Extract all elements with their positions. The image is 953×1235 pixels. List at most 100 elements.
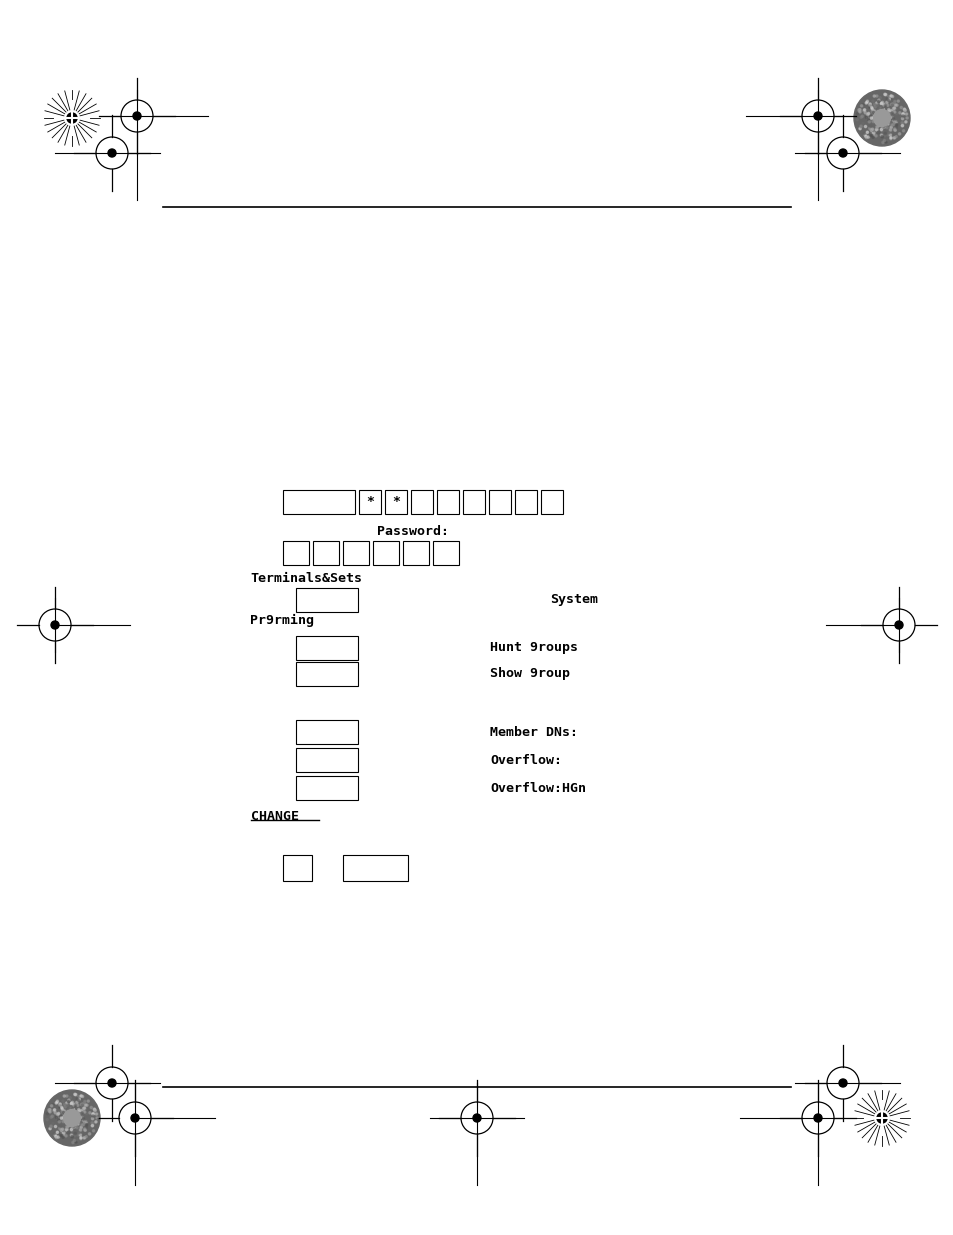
Circle shape — [73, 1103, 75, 1105]
Circle shape — [51, 1104, 54, 1105]
Circle shape — [863, 126, 865, 127]
Circle shape — [889, 104, 892, 106]
Circle shape — [900, 122, 902, 124]
Circle shape — [881, 120, 882, 122]
Circle shape — [83, 1118, 85, 1120]
Text: Overflow:: Overflow: — [490, 753, 561, 767]
Circle shape — [76, 1104, 79, 1107]
Circle shape — [880, 103, 882, 105]
Circle shape — [872, 110, 874, 112]
Circle shape — [71, 1141, 74, 1144]
Circle shape — [884, 141, 886, 143]
Circle shape — [883, 116, 886, 117]
Circle shape — [77, 1095, 79, 1098]
Circle shape — [883, 116, 885, 119]
Circle shape — [61, 1128, 64, 1130]
Circle shape — [878, 120, 881, 122]
Circle shape — [62, 1100, 64, 1102]
Circle shape — [864, 116, 867, 119]
Circle shape — [882, 116, 885, 119]
Circle shape — [67, 1100, 70, 1103]
Circle shape — [44, 90, 100, 146]
Circle shape — [59, 1107, 61, 1109]
Circle shape — [868, 125, 871, 127]
Circle shape — [70, 1128, 71, 1130]
Circle shape — [893, 132, 895, 135]
Circle shape — [61, 1107, 63, 1109]
Circle shape — [58, 1120, 60, 1123]
Circle shape — [891, 107, 894, 110]
Circle shape — [813, 1114, 821, 1123]
Circle shape — [81, 1116, 84, 1119]
Circle shape — [882, 104, 884, 106]
Circle shape — [863, 111, 865, 114]
Circle shape — [71, 1128, 73, 1130]
Circle shape — [885, 126, 887, 128]
Circle shape — [66, 1121, 69, 1124]
Circle shape — [71, 1129, 73, 1130]
Circle shape — [69, 1116, 71, 1119]
Circle shape — [859, 125, 862, 127]
Circle shape — [71, 1102, 72, 1104]
Circle shape — [75, 1115, 77, 1118]
Text: *: * — [392, 495, 399, 509]
Circle shape — [900, 115, 902, 117]
Circle shape — [68, 1099, 70, 1102]
Circle shape — [77, 1134, 79, 1136]
Bar — [283, 541, 309, 564]
Circle shape — [881, 122, 883, 125]
Circle shape — [70, 1116, 71, 1119]
Circle shape — [864, 136, 866, 137]
Circle shape — [872, 95, 875, 98]
Circle shape — [838, 1079, 846, 1087]
Circle shape — [898, 111, 900, 114]
Circle shape — [902, 130, 903, 132]
Circle shape — [71, 1115, 72, 1118]
Circle shape — [876, 1113, 886, 1123]
Circle shape — [54, 1112, 56, 1114]
Circle shape — [870, 106, 872, 109]
Circle shape — [68, 1131, 70, 1134]
Circle shape — [81, 1095, 84, 1098]
Circle shape — [864, 136, 867, 138]
Circle shape — [62, 1112, 65, 1114]
Circle shape — [59, 1132, 61, 1134]
Circle shape — [862, 109, 864, 111]
Circle shape — [887, 98, 889, 100]
Circle shape — [868, 104, 870, 106]
Circle shape — [874, 116, 876, 117]
Circle shape — [71, 1118, 72, 1119]
Circle shape — [872, 109, 875, 111]
Circle shape — [881, 117, 883, 120]
Circle shape — [874, 111, 876, 114]
Circle shape — [881, 117, 882, 120]
Circle shape — [78, 1123, 81, 1124]
Circle shape — [891, 120, 894, 122]
Circle shape — [893, 111, 895, 114]
Circle shape — [878, 114, 880, 116]
Circle shape — [79, 1134, 81, 1136]
Circle shape — [70, 1116, 71, 1119]
Bar — [515, 490, 537, 514]
Circle shape — [76, 1114, 78, 1116]
Circle shape — [75, 1120, 77, 1123]
Circle shape — [60, 1116, 63, 1119]
Circle shape — [881, 116, 882, 119]
Circle shape — [52, 1109, 55, 1112]
Circle shape — [877, 115, 879, 117]
Circle shape — [80, 1126, 82, 1129]
Circle shape — [62, 1129, 64, 1131]
Circle shape — [50, 1125, 52, 1128]
Circle shape — [59, 1134, 62, 1136]
Circle shape — [66, 1095, 68, 1097]
Circle shape — [902, 111, 904, 114]
Circle shape — [71, 1116, 73, 1119]
Circle shape — [885, 114, 887, 116]
Circle shape — [63, 1110, 65, 1113]
Circle shape — [858, 127, 861, 130]
Circle shape — [881, 117, 882, 120]
Circle shape — [884, 115, 886, 117]
Circle shape — [886, 109, 889, 111]
Circle shape — [883, 105, 885, 107]
Circle shape — [56, 1114, 59, 1115]
